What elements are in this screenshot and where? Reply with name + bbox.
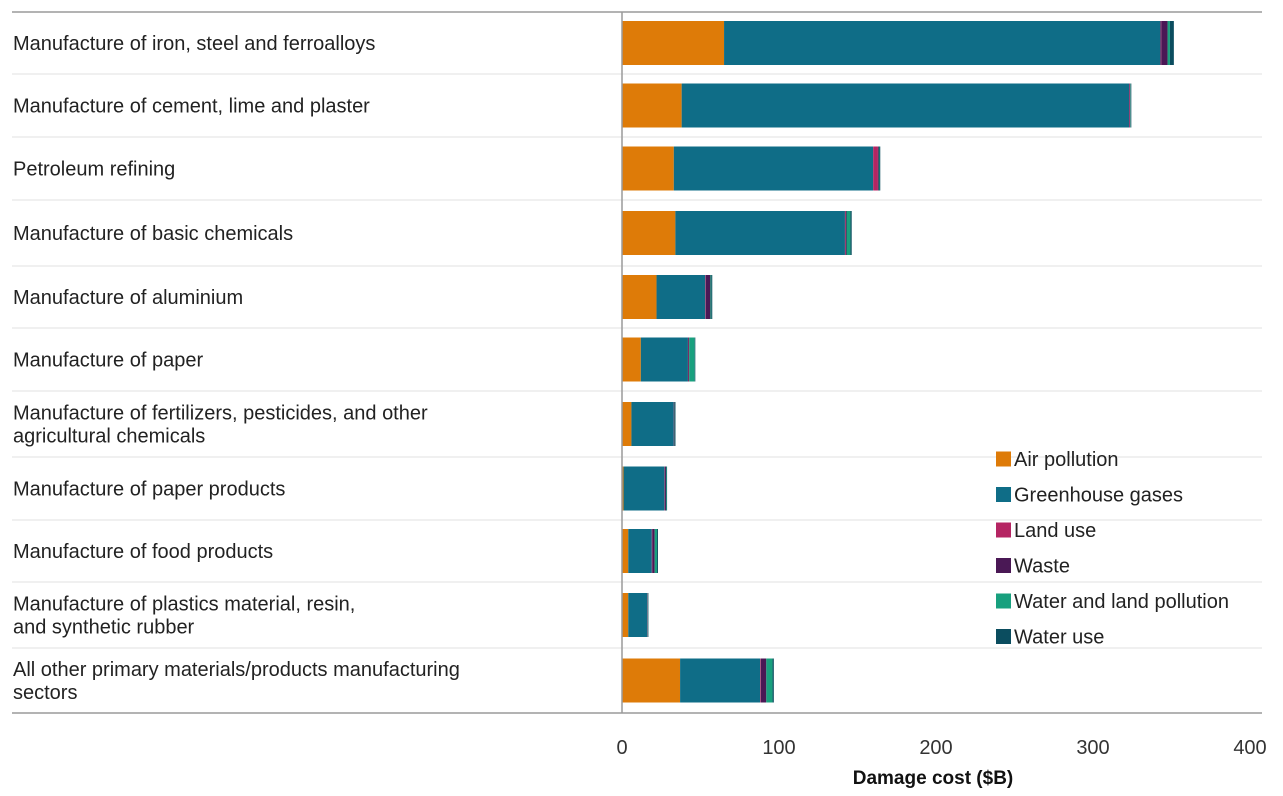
legend-label: Water use bbox=[1014, 627, 1104, 649]
bar-segment-waste bbox=[846, 211, 847, 255]
bar-segment-air-pollution bbox=[622, 593, 628, 637]
x-tick-label: 200 bbox=[919, 737, 952, 759]
category-label: agricultural chemicals bbox=[13, 426, 205, 448]
bar-segment-water-and-land-pollution bbox=[1168, 21, 1170, 65]
category-label: and synthetic rubber bbox=[13, 617, 195, 639]
bar-segment-greenhouse-gases bbox=[724, 21, 1160, 65]
bar-segment-water-and-land-pollution bbox=[847, 211, 851, 255]
x-tick-label: 300 bbox=[1076, 737, 1109, 759]
bar-segment-waste bbox=[706, 275, 711, 319]
bar-segment-water-and-land-pollution bbox=[766, 659, 772, 703]
bar-segment-water-use bbox=[850, 211, 851, 255]
bar-segment-water-and-land-pollution bbox=[666, 467, 667, 511]
category-label: Manufacture of food products bbox=[13, 541, 273, 563]
bar-segment-water-use bbox=[773, 659, 774, 703]
legend-item: Greenhouse gases bbox=[996, 485, 1183, 507]
bar-segment-water-and-land-pollution bbox=[655, 529, 657, 573]
legend-label: Air pollution bbox=[1014, 449, 1119, 471]
bar-segment-waste bbox=[878, 147, 879, 191]
legend-item: Land use bbox=[996, 520, 1096, 542]
category-label: Manufacture of fertilizers, pesticides, … bbox=[13, 403, 428, 425]
bar-segment-air-pollution bbox=[622, 275, 657, 319]
bar-segment-water-use bbox=[879, 147, 880, 191]
bar-segment-water-use bbox=[1131, 84, 1132, 128]
bar-segment-air-pollution bbox=[622, 147, 674, 191]
bar-segment-air-pollution bbox=[622, 402, 631, 446]
category-label: Manufacture of basic chemicals bbox=[13, 223, 293, 245]
bar-segment-waste bbox=[761, 659, 766, 703]
x-axis-title: Damage cost ($B) bbox=[853, 768, 1014, 789]
legend-swatch bbox=[996, 452, 1011, 467]
bar-segment-water-and-land-pollution bbox=[879, 147, 880, 191]
legend-swatch bbox=[996, 523, 1011, 538]
legend: Air pollution Greenhouse gases Land use Was… bbox=[996, 449, 1229, 649]
bar-segment-air-pollution bbox=[622, 84, 682, 128]
bar-segment-greenhouse-gases bbox=[674, 147, 873, 191]
bar-segment-air-pollution bbox=[622, 211, 675, 255]
legend-label: Waste bbox=[1014, 556, 1070, 578]
legend-item: Air pollution bbox=[996, 449, 1119, 471]
bar-segment-greenhouse-gases bbox=[675, 211, 845, 255]
legend-swatch bbox=[996, 487, 1011, 502]
bar-segment-greenhouse-gases bbox=[628, 593, 647, 637]
bar-segment-water-and-land-pollution bbox=[689, 338, 694, 382]
bar-segment-greenhouse-gases bbox=[657, 275, 706, 319]
category-label: sectors bbox=[13, 682, 77, 704]
bar-segment-air-pollution bbox=[622, 338, 641, 382]
bar-segment-greenhouse-gases bbox=[631, 402, 673, 446]
bar-segment-waste bbox=[1130, 84, 1131, 128]
bar-segment-greenhouse-gases bbox=[680, 659, 760, 703]
bar-segment-greenhouse-gases bbox=[682, 84, 1129, 128]
legend-label: Water and land pollution bbox=[1014, 591, 1229, 613]
bar-segment-waste bbox=[652, 529, 654, 573]
category-label: Petroleum refining bbox=[13, 159, 175, 181]
bar-segment-waste bbox=[674, 402, 675, 446]
bar-segment-greenhouse-gases bbox=[641, 338, 688, 382]
legend-item: Water and land pollution bbox=[996, 591, 1229, 613]
legend-label: Land use bbox=[1014, 520, 1096, 542]
bar-segment-air-pollution bbox=[622, 659, 680, 703]
category-label: Manufacture of paper products bbox=[13, 479, 285, 501]
legend-item: Waste bbox=[996, 556, 1070, 578]
bar-segment-water-and-land-pollution bbox=[710, 275, 711, 319]
bar-segment-land-use bbox=[845, 211, 846, 255]
x-tick-label: 400 bbox=[1233, 737, 1266, 759]
category-label: Manufacture of paper bbox=[13, 350, 203, 372]
bar-segment-land-use bbox=[1161, 21, 1162, 65]
legend-label: Greenhouse gases bbox=[1014, 485, 1183, 507]
bar-segment-waste bbox=[688, 338, 689, 382]
category-label: Manufacture of aluminium bbox=[13, 287, 243, 309]
legend-item: Water use bbox=[996, 627, 1104, 649]
x-tick-labels: 0 100 200 300 400 bbox=[616, 737, 1266, 759]
legend-swatch bbox=[996, 594, 1011, 609]
bar-segment-air-pollution bbox=[622, 529, 628, 573]
bar-segment-land-use bbox=[873, 147, 878, 191]
bar-segment-greenhouse-gases bbox=[628, 529, 652, 573]
legend-swatch bbox=[996, 558, 1011, 573]
bar-segment-air-pollution bbox=[622, 21, 724, 65]
bar-segment-land-use bbox=[760, 659, 761, 703]
x-tick-label: 0 bbox=[616, 737, 627, 759]
bar-segment-water-use bbox=[1170, 21, 1174, 65]
category-label: Manufacture of iron, steel and ferroallo… bbox=[13, 33, 375, 55]
category-label: Manufacture of plastics material, resin, bbox=[13, 594, 355, 616]
bar-segment-waste bbox=[1161, 21, 1167, 65]
bar-segment-waste bbox=[665, 467, 666, 511]
x-tick-label: 100 bbox=[762, 737, 795, 759]
legend-swatch bbox=[996, 629, 1011, 644]
category-labels: Manufacture of iron, steel and ferroallo… bbox=[13, 33, 460, 704]
category-label: Manufacture of cement, lime and plaster bbox=[13, 96, 370, 118]
bar-segment-water-use bbox=[711, 275, 712, 319]
bar-segment-greenhouse-gases bbox=[624, 467, 665, 511]
bar-segment-water-use bbox=[695, 338, 696, 382]
bar-segment-water-use bbox=[657, 529, 658, 573]
category-label: All other primary materials/products man… bbox=[13, 659, 460, 681]
